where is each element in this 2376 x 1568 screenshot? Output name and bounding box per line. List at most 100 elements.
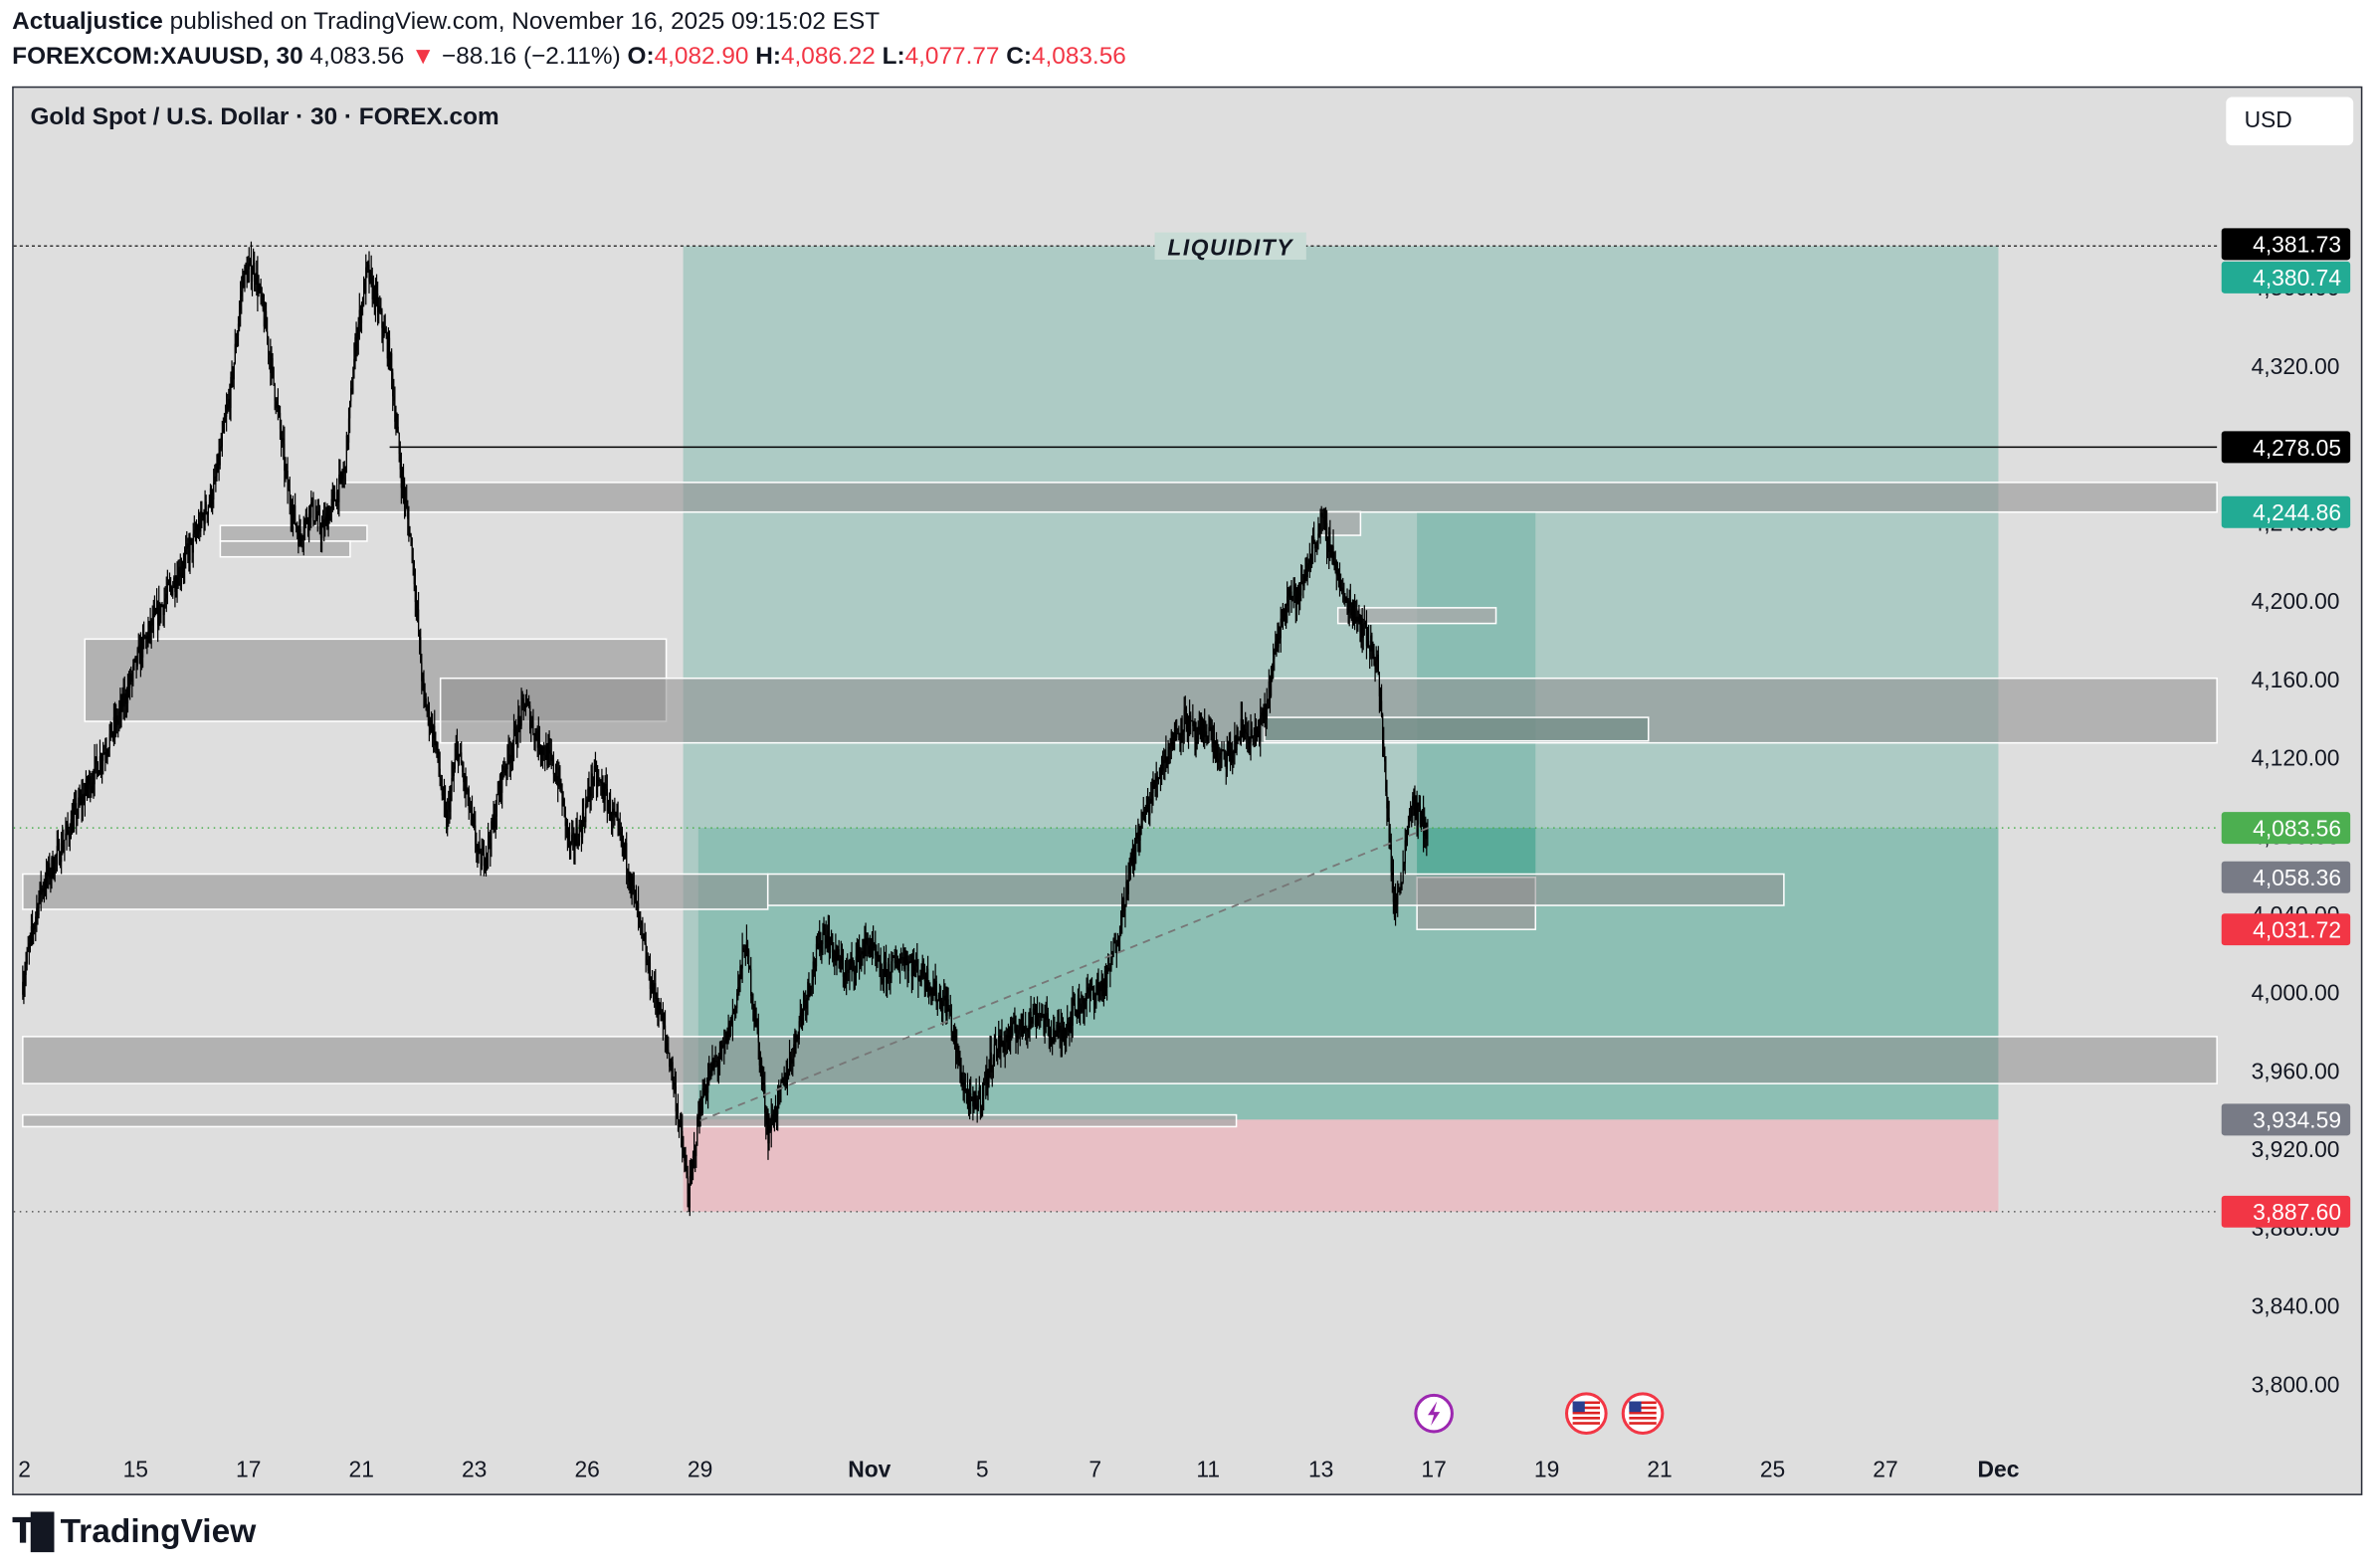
candle	[1411, 805, 1413, 828]
candle-body	[856, 953, 859, 957]
candle	[1176, 718, 1178, 741]
candle-body	[1373, 654, 1375, 666]
candle-body	[893, 955, 895, 964]
candle-body	[769, 1125, 771, 1131]
candle-body	[704, 1089, 707, 1095]
candle	[769, 1117, 771, 1133]
candle	[919, 969, 921, 987]
candle	[778, 1079, 780, 1109]
candle-body	[832, 933, 834, 949]
candle	[1222, 749, 1224, 752]
chart-area[interactable]	[12, 86, 2363, 1495]
candle-body	[763, 1082, 765, 1086]
candle-body	[45, 870, 48, 888]
candle	[165, 576, 167, 613]
candle-body	[472, 816, 475, 820]
candle	[840, 940, 842, 973]
candle-body	[756, 1018, 758, 1029]
candle	[1208, 714, 1210, 744]
zone-3960	[22, 1036, 2218, 1084]
candle	[190, 537, 192, 545]
candle	[967, 1088, 970, 1116]
candle	[180, 557, 182, 592]
candle-body	[780, 1081, 782, 1090]
candle-body	[909, 961, 911, 963]
flag-stripe	[1629, 1422, 1657, 1425]
candle	[894, 945, 896, 969]
candle	[909, 953, 911, 963]
candle	[140, 636, 143, 671]
candle	[752, 993, 754, 1022]
candle	[1156, 771, 1158, 798]
candle	[269, 350, 271, 370]
candle-body	[217, 454, 219, 472]
candle	[385, 325, 387, 339]
candle	[326, 502, 328, 530]
candle	[557, 759, 559, 803]
candle	[587, 778, 589, 808]
candle-body	[919, 976, 921, 979]
candle	[365, 254, 367, 305]
candle-body	[698, 1103, 700, 1122]
candle	[984, 1072, 986, 1086]
candle-body	[550, 753, 552, 761]
candle-body	[1187, 729, 1190, 732]
candle	[673, 1076, 675, 1098]
candle-body	[1239, 737, 1241, 741]
candle	[1016, 1024, 1018, 1044]
candle-body	[1151, 792, 1153, 804]
candle	[1335, 559, 1337, 591]
tradingview-logo[interactable]: 𝐓█ TradingView	[12, 1512, 256, 1552]
supply-zone-4192	[1336, 607, 1497, 625]
candle	[452, 762, 454, 782]
candle-body	[645, 943, 647, 963]
candle-body	[1110, 954, 1112, 970]
candle	[28, 935, 30, 965]
x-tick-label: 2	[18, 1457, 31, 1482]
author-name[interactable]: Actualjustice	[12, 9, 163, 36]
x-tick-label: Nov	[848, 1457, 891, 1482]
candle	[950, 1004, 952, 1042]
currency-button[interactable]: USD	[2226, 97, 2354, 146]
candle-body	[642, 924, 644, 935]
candle-body	[273, 366, 275, 384]
candle	[713, 1055, 715, 1076]
candle-body	[299, 528, 301, 536]
candle	[1349, 583, 1351, 619]
candle-body	[975, 1094, 977, 1104]
candle-body	[816, 943, 819, 945]
candle	[816, 933, 819, 950]
candle	[1163, 747, 1165, 780]
candle	[455, 734, 457, 760]
candle-body	[784, 1073, 786, 1086]
candle	[1186, 713, 1189, 743]
candle-body	[699, 1103, 701, 1113]
candle	[892, 955, 894, 958]
candle	[209, 484, 212, 508]
candle	[981, 1081, 984, 1117]
x-tick-label: 11	[1196, 1457, 1220, 1482]
candle	[1309, 553, 1312, 573]
candle-body	[228, 398, 230, 405]
candle-body	[422, 679, 424, 682]
candle	[388, 330, 391, 371]
candle-body	[776, 1114, 778, 1117]
candle	[495, 793, 497, 830]
candle-body	[1044, 1013, 1046, 1030]
candle	[997, 1048, 999, 1066]
candle-body	[483, 847, 485, 867]
candle-body	[1262, 710, 1264, 713]
candle-body	[1255, 727, 1258, 735]
candle-body	[1066, 1029, 1068, 1036]
candle	[177, 559, 179, 589]
candle	[451, 760, 453, 802]
candle	[1219, 746, 1221, 772]
candle	[1069, 1017, 1071, 1047]
candle	[384, 313, 386, 333]
candle-body	[1009, 1026, 1012, 1043]
candle-body	[835, 951, 837, 962]
candle-body	[54, 857, 56, 875]
candle	[424, 683, 426, 707]
candle-body	[1316, 541, 1318, 546]
